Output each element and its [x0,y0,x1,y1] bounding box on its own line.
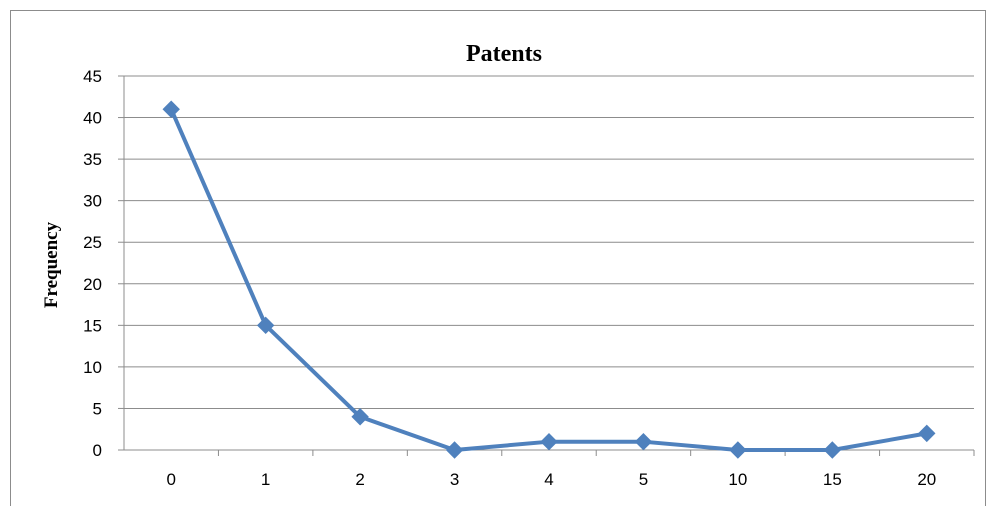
y-tick-label: 45 [83,67,102,86]
y-tick-label: 35 [83,150,102,169]
y-tick-label: 30 [83,192,102,211]
data-point [540,432,558,451]
chart-title: Patents [466,41,542,67]
data-point [162,100,180,118]
y-tick-labels: 0 5 10 15 20 25 30 35 40 45 [83,67,102,460]
y-axis-label: Frequency [41,221,62,308]
x-tick-label: 0 [166,470,175,489]
data-point [918,424,936,443]
x-tick-label: 4 [544,470,553,489]
gridlines [118,75,975,456]
y-tick-label: 20 [83,275,102,294]
series-line [169,107,929,452]
x-tick-label: 5 [639,470,648,489]
y-tick-label: 40 [83,109,102,128]
data-point [256,316,275,335]
x-tick-label: 2 [355,470,364,489]
y-tick-label: 15 [83,316,102,335]
y-tick-label: 5 [93,399,102,418]
x-tick-label: 3 [450,470,459,489]
x-tick-label: 20 [917,470,936,489]
x-tick-labels: 0 1 2 3 4 5 10 15 20 [166,470,936,489]
x-tick-label: 10 [728,470,747,489]
x-tick-label: 15 [823,470,842,489]
x-tick-label: 1 [261,470,270,489]
data-point [634,432,653,451]
data-point [351,408,369,426]
y-tick-label: 0 [93,441,102,460]
data-point [823,441,842,459]
chart-frame [10,10,986,506]
series-layer [162,100,936,459]
data-point [729,441,747,459]
y-tick-label: 10 [83,358,102,377]
data-point [445,441,464,459]
y-tick-label: 25 [83,233,102,252]
